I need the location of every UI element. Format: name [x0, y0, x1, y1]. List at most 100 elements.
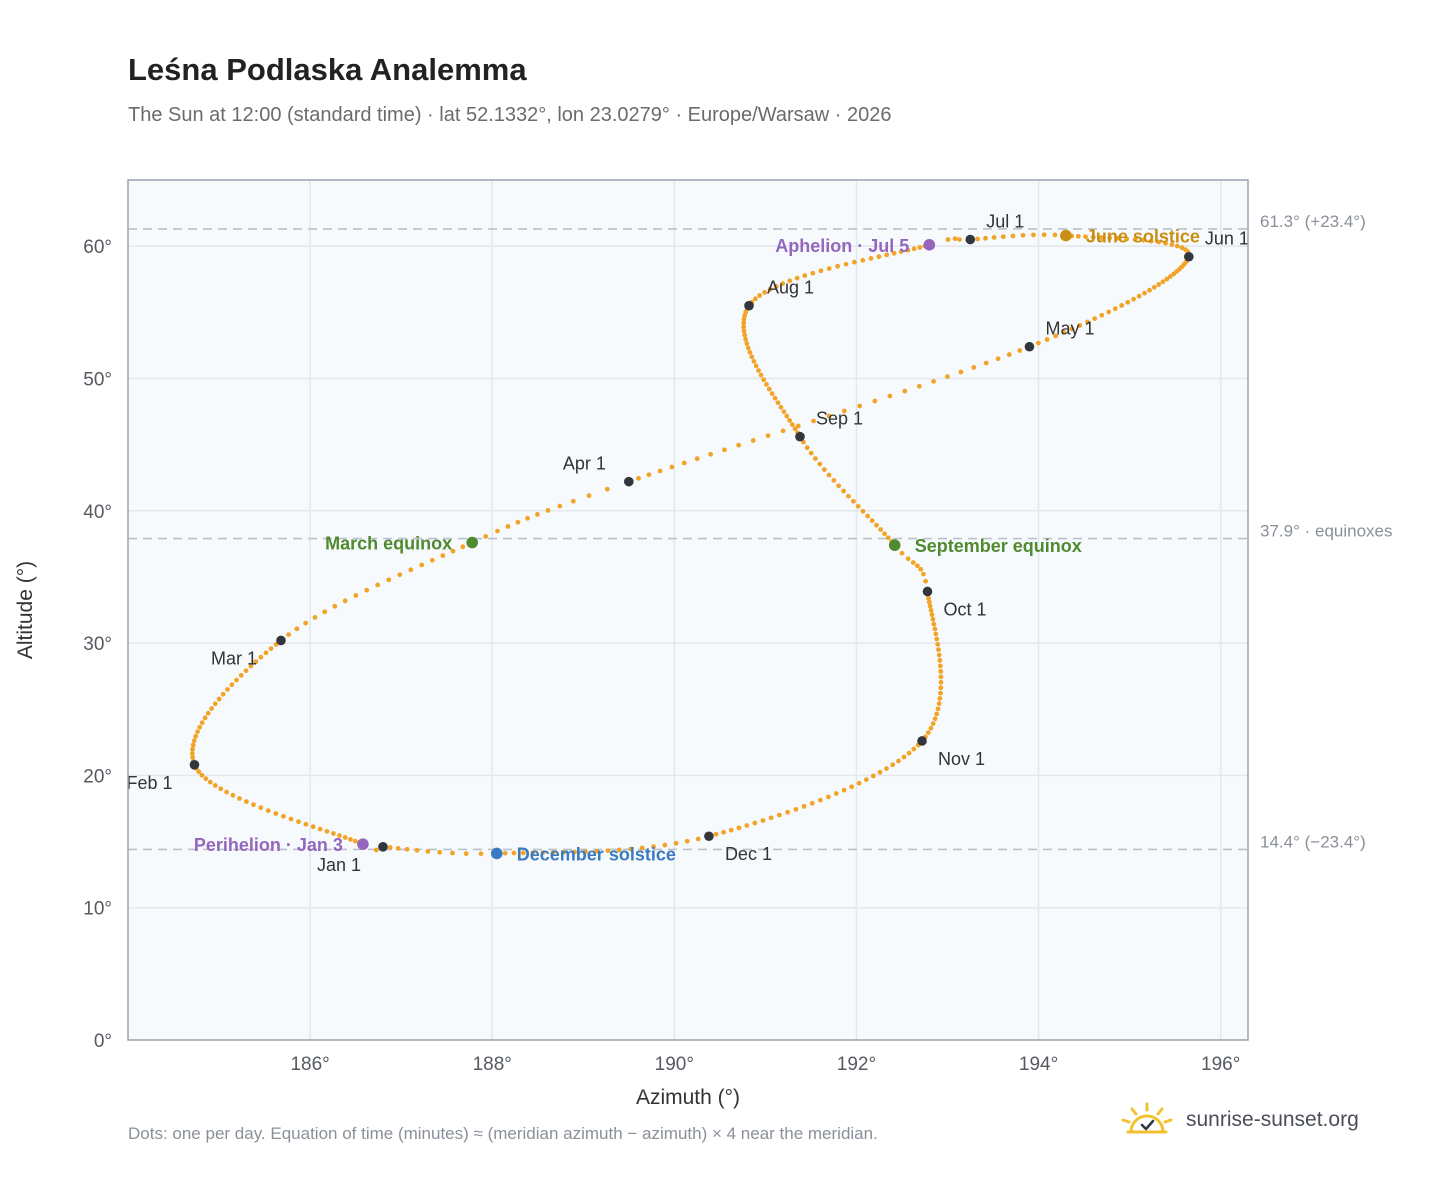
y-tick-label: 30°	[83, 634, 112, 655]
daily-dot	[530, 850, 536, 856]
daily-dot	[550, 850, 556, 855]
daily-dot	[753, 363, 759, 369]
daily-dot	[229, 682, 235, 688]
daily-dot	[639, 845, 645, 851]
chart-title: Leśna Podlaska Analemma	[128, 52, 527, 87]
daily-dot	[205, 710, 211, 716]
month-marker-label: Dec 1	[725, 844, 772, 864]
daily-dot	[515, 519, 521, 525]
x-axis-ticks: 186° 188° 190° 192° 194° 196°	[290, 1054, 1240, 1075]
daily-dot	[833, 791, 839, 796]
daily-dot	[945, 374, 950, 380]
daily-dot	[1156, 239, 1162, 245]
month-marker-label: Jul 1	[986, 212, 1024, 232]
daily-dot	[945, 237, 951, 242]
daily-dot	[728, 827, 734, 833]
brand[interactable]: sunrise-sunset.org	[1120, 1102, 1359, 1138]
daily-dot	[397, 572, 403, 578]
daily-dot	[265, 808, 271, 814]
daily-dot	[846, 493, 851, 499]
daily-dot	[760, 818, 766, 823]
daily-dot	[874, 522, 879, 528]
daily-dot	[877, 769, 883, 775]
daily-dot	[505, 524, 511, 529]
daily-dot	[673, 840, 679, 846]
daily-dot	[189, 750, 195, 756]
daily-dot	[1090, 234, 1096, 240]
daily-dot	[849, 784, 855, 790]
daily-dot	[331, 831, 336, 836]
y-axis-ticks: 0° 10° 20° 30° 40° 50° 60°	[83, 237, 112, 1052]
daily-dot	[317, 826, 323, 832]
daily-dot	[1000, 234, 1006, 240]
daily-dot	[502, 850, 508, 856]
daily-dot	[935, 706, 941, 712]
daily-dot	[872, 398, 878, 404]
daily-dot	[836, 483, 842, 489]
daily-dot	[684, 838, 690, 844]
daily-dot	[646, 472, 652, 478]
daily-dot	[876, 254, 882, 260]
daily-dot	[1112, 306, 1118, 312]
daily-dot	[937, 696, 943, 701]
x-axis-title: Azimuth (°)	[636, 1086, 740, 1109]
daily-dot	[736, 442, 742, 448]
month-marker-label: Jan 1	[317, 855, 361, 875]
daily-dot	[905, 247, 911, 253]
reference-lines: 61.3° (+23.4°) 37.9° · equinoxes 14.4° (−2…	[128, 212, 1393, 851]
month-marker	[704, 831, 714, 842]
daily-dot	[744, 341, 750, 346]
daily-dot	[929, 612, 935, 618]
brand-name[interactable]: sunrise-sunset.org	[1186, 1108, 1359, 1131]
daily-dot	[898, 249, 904, 255]
daily-dot	[884, 252, 890, 258]
daily-dot	[243, 668, 249, 674]
daily-dot	[921, 571, 926, 577]
x-tick-label: 194°	[1019, 1054, 1058, 1075]
daily-dot	[752, 820, 758, 826]
y-tick-label: 0°	[94, 1031, 112, 1052]
y-axis-title: Altitude (°)	[14, 561, 37, 659]
month-marker	[189, 760, 200, 770]
y-tick-label: 50°	[83, 369, 112, 390]
daily-dot	[776, 812, 782, 818]
daily-dot	[878, 527, 884, 532]
month-marker-label: Jun 1	[1205, 229, 1249, 249]
daily-dot	[882, 531, 887, 537]
daily-dot	[857, 403, 863, 409]
daily-dot	[303, 821, 309, 827]
daily-dot	[787, 417, 793, 423]
daily-dot	[268, 646, 274, 652]
daily-dot	[937, 658, 943, 663]
daily-dot	[230, 792, 236, 798]
daily-dot	[1052, 232, 1058, 238]
daily-dot	[572, 849, 577, 855]
daily-dot	[906, 750, 912, 756]
daily-dot	[826, 472, 832, 478]
daily-dot	[694, 456, 700, 462]
x-tick-label: 192°	[837, 1054, 876, 1075]
daily-dot	[936, 652, 942, 658]
daily-dot	[1069, 326, 1075, 332]
daily-dot	[540, 850, 546, 856]
daily-dot	[310, 824, 316, 830]
daily-dot	[773, 283, 779, 289]
daily-dot	[1174, 243, 1180, 249]
daily-dot	[741, 324, 747, 330]
daily-dot	[1136, 293, 1142, 299]
daily-dot	[995, 356, 1001, 362]
daily-dot	[1075, 233, 1081, 239]
daily-dot	[923, 578, 929, 584]
y-tick-label: 20°	[83, 766, 112, 787]
daily-dot	[933, 631, 939, 637]
daily-dot	[722, 447, 727, 453]
daily-dot	[938, 674, 944, 680]
daily-dot	[202, 715, 208, 721]
daily-dot	[902, 388, 908, 394]
daily-dot	[495, 528, 500, 534]
month-marker	[922, 586, 933, 597]
daily-dot	[752, 296, 758, 302]
daily-dot	[342, 835, 348, 840]
daily-dot	[657, 468, 663, 474]
